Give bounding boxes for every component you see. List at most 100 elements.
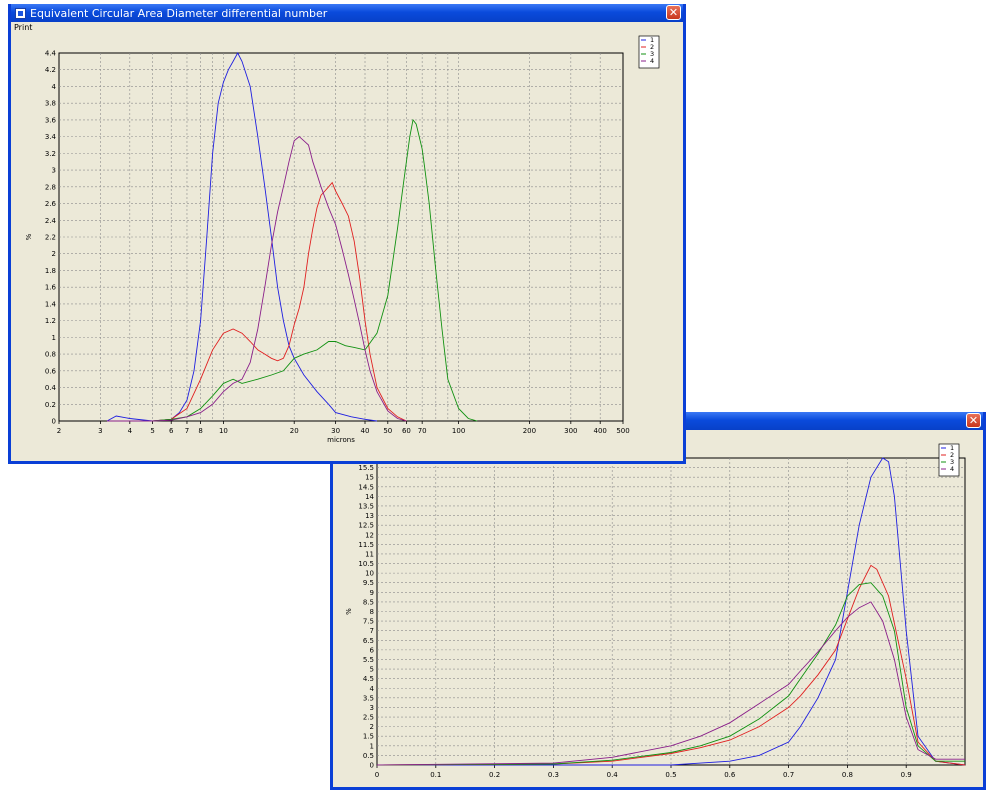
y-tick-label: 2	[52, 250, 56, 258]
y-tick-label: 8	[370, 608, 374, 616]
y-tick-label: 5	[370, 666, 374, 674]
x-tick-label: 0.1	[430, 771, 441, 779]
x-tick-label: 5	[150, 427, 154, 435]
legend-box	[638, 35, 660, 69]
legend-label-4: 4	[950, 465, 954, 473]
x-tick-label: 6	[169, 427, 174, 435]
x-tick-label: 30	[331, 427, 340, 435]
series-line-1	[377, 457, 966, 766]
x-tick-label: 0.6	[724, 771, 736, 779]
legend-label-1: 1	[650, 36, 654, 44]
series-line-4	[107, 136, 407, 422]
x-tick-label: 500	[616, 427, 629, 435]
y-tick-label: 2.8	[45, 183, 56, 191]
series-line-3	[376, 582, 965, 766]
y-tick-label: 15	[365, 474, 374, 482]
y-axis-label: %	[25, 233, 33, 240]
y-tick-label: 2.6	[45, 200, 57, 208]
legend-box	[938, 443, 960, 477]
y-tick-label: 0	[52, 418, 56, 426]
x-tick-label: 0.2	[489, 771, 500, 779]
x-tick-label: 8	[198, 427, 202, 435]
y-tick-label: 1.4	[45, 300, 57, 308]
y-tick-label: 4.5	[363, 675, 374, 683]
series-line-4	[376, 601, 965, 766]
x-tick-label: 60	[402, 427, 411, 435]
y-tick-label: 4	[370, 685, 375, 693]
y-tick-label: 10.5	[358, 560, 374, 568]
x-tick-label: 50	[383, 427, 392, 435]
y-tick-label: 10	[365, 570, 374, 578]
app-icon	[15, 7, 26, 19]
y-tick-label: 11	[365, 550, 374, 558]
window1-titlebar[interactable]: Equivalent Circular Area Diameter differ…	[11, 4, 683, 22]
y-tick-label: 1.8	[45, 267, 56, 275]
y-axis-label: %	[345, 608, 353, 615]
legend-label-2: 2	[950, 451, 954, 459]
y-tick-label: 9.5	[363, 579, 374, 587]
legend-label-4: 4	[650, 57, 654, 65]
x-tick-label: 2	[57, 427, 61, 435]
x-tick-label: 70	[418, 427, 427, 435]
x-tick-label: 0.5	[665, 771, 676, 779]
y-tick-label: 8.5	[363, 598, 374, 606]
y-tick-label: 3	[52, 167, 56, 175]
y-tick-label: 14	[365, 493, 374, 501]
chart1: 2 3 4 5 6 7 8 10 20 30 40 50 60 70 100 200 300 400 50000.2…	[25, 35, 660, 444]
x-tick-label: 200	[523, 427, 536, 435]
x-tick-label: 100	[452, 427, 465, 435]
y-tick-label: 1	[370, 742, 374, 750]
x-tick-label: 10	[219, 427, 228, 435]
y-tick-label: 5.5	[363, 656, 374, 664]
y-tick-label: 3.6	[45, 116, 57, 124]
x-tick-label: 4	[128, 427, 133, 435]
y-tick-label: 2.4	[45, 217, 57, 225]
series-line-1	[106, 52, 378, 422]
y-tick-label: 0.2	[45, 401, 56, 409]
window1-title: Equivalent Circular Area Diameter differ…	[30, 6, 328, 20]
y-tick-label: 0.4	[45, 384, 57, 392]
series-line-2	[107, 181, 407, 422]
window1-close-icon[interactable]: ✕	[666, 5, 681, 20]
menu-print[interactable]: Print	[14, 23, 33, 32]
x-tick-label: 3	[98, 427, 102, 435]
y-tick-label: 15.5	[358, 464, 374, 472]
y-tick-label: 2.2	[45, 234, 56, 242]
window1-menubar: Print	[11, 22, 683, 34]
y-tick-label: 2.5	[363, 714, 374, 722]
y-tick-label: 13	[365, 512, 374, 520]
y-tick-label: 2	[370, 723, 374, 731]
series-line-3	[107, 118, 478, 422]
series-line-2	[376, 564, 966, 766]
y-tick-label: 0.8	[45, 351, 56, 359]
window-ecad-differential: Equivalent Circular Area Diameter differ…	[8, 4, 686, 464]
y-tick-label: 7	[370, 627, 374, 635]
x-tick-label: 400	[594, 427, 607, 435]
y-tick-label: 13.5	[358, 502, 374, 510]
y-tick-label: 1.5	[363, 733, 374, 741]
y-tick-label: 4.2	[45, 66, 56, 74]
y-tick-label: 4.4	[45, 50, 57, 58]
y-tick-label: 3.5	[363, 694, 374, 702]
y-tick-label: 3.2	[45, 150, 56, 158]
y-tick-label: 3	[370, 704, 374, 712]
x-tick-label: 0.9	[901, 771, 912, 779]
x-tick-label: 0	[375, 771, 379, 779]
y-tick-label: 11.5	[358, 541, 374, 549]
y-tick-label: 4	[52, 83, 57, 91]
window2-close-icon[interactable]: ✕	[966, 413, 981, 428]
y-tick-label: 6.5	[363, 637, 374, 645]
x-tick-label: 300	[564, 427, 577, 435]
y-tick-label: 1.6	[45, 284, 57, 292]
window-shape-factor: ✕ 0 0.1 0.2 0.3 0.4 0.5 0.6 0.7 0.8 0.9 0 0.5 1 1.5 2 2…	[330, 412, 986, 790]
y-tick-label: 0.5	[363, 752, 374, 760]
y-tick-label: 1	[52, 334, 56, 342]
x-tick-label: 0.3	[548, 771, 559, 779]
x-tick-label: 0.8	[842, 771, 853, 779]
legend-label-2: 2	[650, 43, 654, 51]
chart2: 0 0.1 0.2 0.3 0.4 0.5 0.6 0.7 0.8 0.900.511.522.5…	[345, 443, 966, 779]
y-tick-label: 0	[370, 762, 374, 770]
y-tick-label: 3.8	[45, 100, 56, 108]
x-tick-label: 7	[185, 427, 189, 435]
y-tick-label: 0.6	[45, 367, 57, 375]
